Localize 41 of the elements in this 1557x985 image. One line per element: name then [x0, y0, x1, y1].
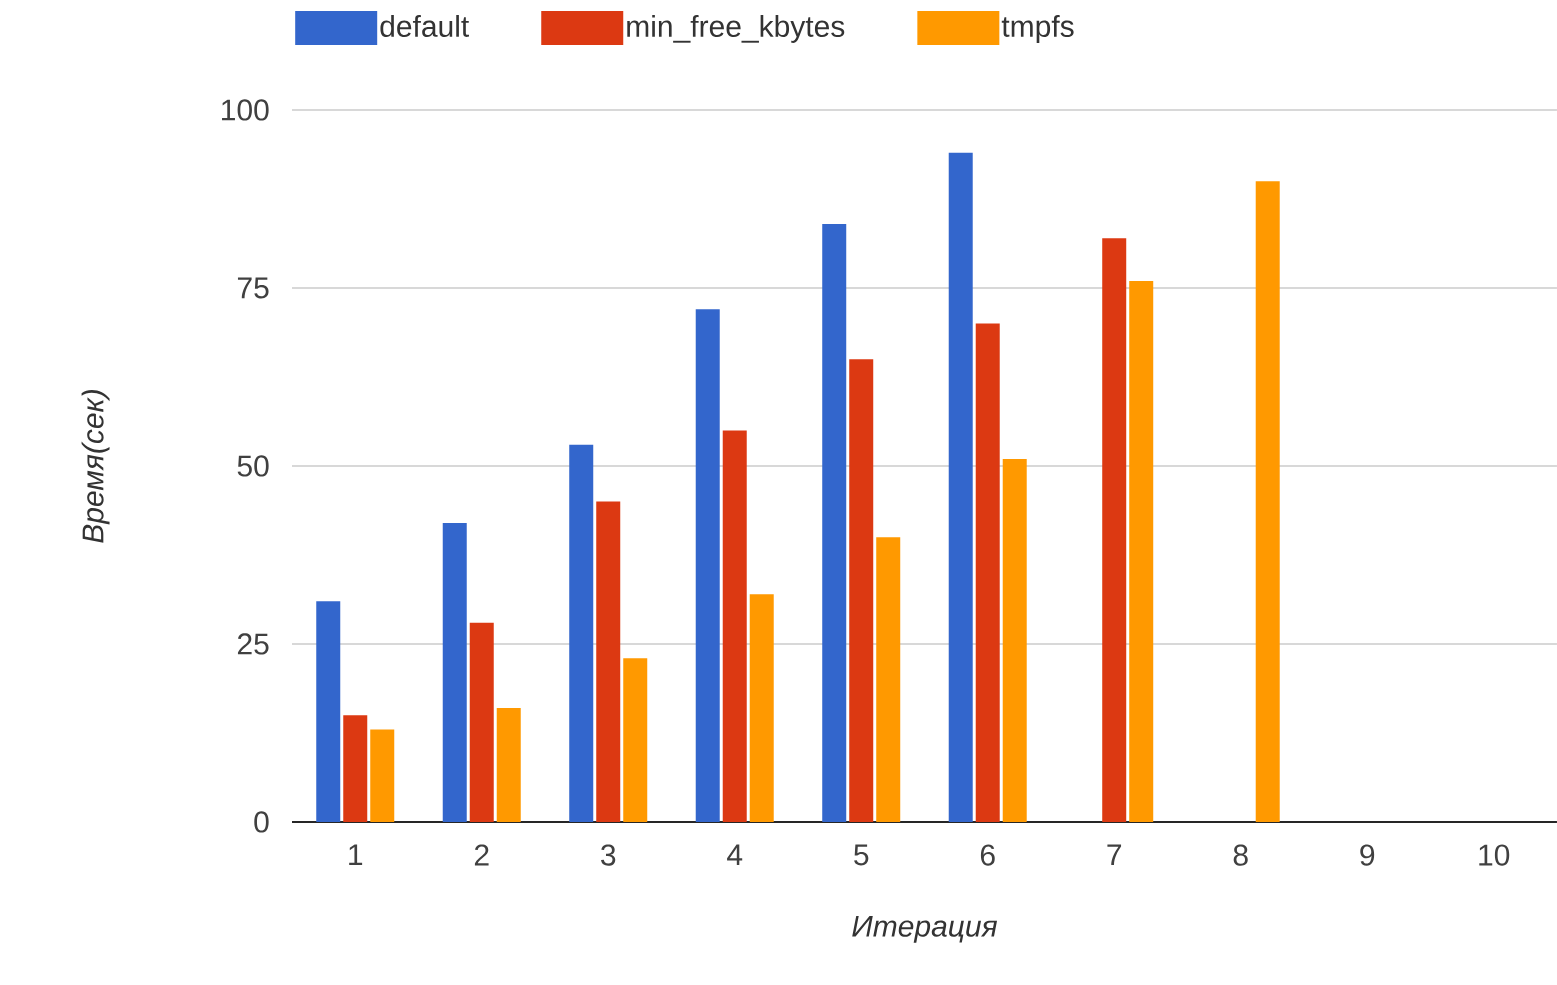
- bar: [496, 708, 521, 822]
- bar: [1255, 181, 1280, 822]
- bar: [623, 658, 648, 822]
- x-axis-title: Итерация: [852, 915, 998, 943]
- x-tick-label: 2: [474, 844, 489, 866]
- y-tick-label: 25: [237, 633, 269, 655]
- bar: [343, 715, 368, 822]
- bar: [1002, 458, 1027, 822]
- bar: [442, 522, 467, 822]
- y-tick-label: 50: [237, 455, 269, 477]
- bar: [975, 323, 1000, 822]
- bar: [849, 359, 874, 822]
- legend-label: tmpfs: [1001, 15, 1074, 43]
- bar: [1129, 280, 1154, 822]
- x-tick-label: 8: [1233, 844, 1248, 866]
- x-tick-label: 6: [980, 844, 995, 866]
- x-tick-label: 1: [349, 844, 363, 866]
- bar: [370, 729, 395, 822]
- bar: [469, 622, 494, 822]
- x-tick-label: 7: [1107, 844, 1122, 866]
- y-tick-label: 75: [237, 277, 269, 299]
- y-axis-title: Время(сек): [81, 390, 110, 543]
- bar: [822, 223, 847, 822]
- bar: [749, 594, 774, 822]
- bar: [876, 537, 901, 822]
- bar: [722, 430, 747, 822]
- bar: [948, 152, 973, 822]
- bar: [1102, 238, 1127, 822]
- x-tick-label: 5: [854, 844, 869, 866]
- bar: [569, 444, 594, 822]
- x-tick-label: 10: [1479, 844, 1510, 866]
- x-tick-label: 9: [1360, 844, 1375, 866]
- y-tick-label: 100: [222, 99, 269, 121]
- bar: [695, 309, 720, 822]
- x-tick-label: 3: [601, 844, 616, 866]
- legend-label: min_free_kbytes: [627, 14, 845, 43]
- y-tick-label: 0: [254, 811, 269, 833]
- bar: [596, 501, 621, 822]
- bar: [316, 601, 341, 822]
- x-tick-label: 4: [727, 844, 743, 866]
- legend-label: default: [380, 14, 470, 38]
